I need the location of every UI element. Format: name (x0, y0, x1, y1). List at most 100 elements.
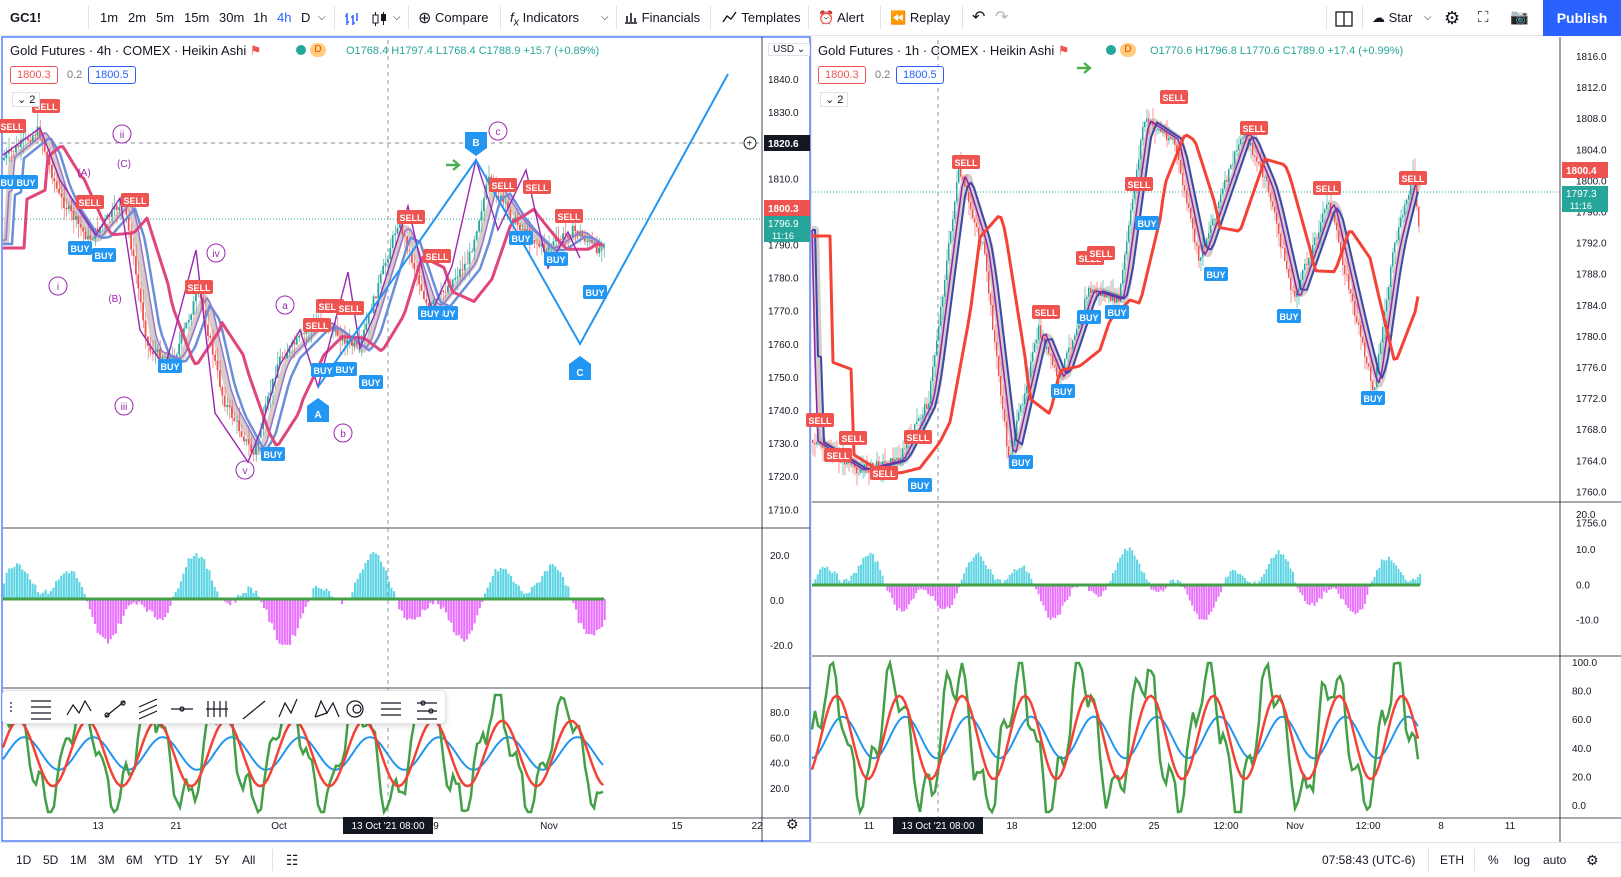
currency-selector[interactable]: USD ⌄ (768, 43, 811, 56)
candle-body (1194, 228, 1196, 243)
undo-icon[interactable]: ↶ (972, 9, 986, 26)
indicators-button[interactable]: fx Indicators (510, 0, 579, 36)
chevron-down-icon[interactable]: ⌵ (601, 12, 609, 23)
candles-icon[interactable] (371, 0, 389, 36)
histogram-bar (572, 599, 575, 603)
histogram-bar (1275, 554, 1278, 585)
redo-icon[interactable]: ↷ (995, 9, 1009, 26)
left-indicator-count[interactable]: ⌄ 2 (12, 92, 41, 107)
chevron-down-icon[interactable]: ⌵ (318, 12, 326, 23)
candle-body (826, 443, 828, 448)
fullscreen-icon[interactable]: ⛶ (1478, 9, 1489, 26)
clock-time[interactable]: 07:58:43 (UTC-6) (1322, 853, 1416, 867)
range-5y[interactable]: 5Y (215, 853, 230, 867)
left-bid[interactable]: 1800.3 (10, 66, 58, 84)
histogram-bar (429, 599, 432, 603)
candle-body (1182, 173, 1184, 186)
chevron-down-icon[interactable]: ⌵ (393, 12, 401, 23)
candle-body (1064, 358, 1066, 373)
financials-button[interactable]: Financials (624, 0, 700, 36)
interval-5m[interactable]: 5m (156, 10, 175, 25)
gear-icon[interactable]: ⚙ (1444, 8, 1461, 28)
auto-toggle[interactable]: auto (1543, 853, 1567, 867)
candle-body (1242, 137, 1244, 139)
histogram-bar (1229, 571, 1232, 585)
interval-d[interactable]: D (301, 10, 311, 25)
interval-1m[interactable]: 1m (100, 10, 119, 25)
candle-body (480, 211, 483, 221)
histogram-bar (1215, 585, 1218, 602)
histogram-bar (8, 568, 11, 599)
histogram-bar (977, 552, 980, 585)
log-toggle[interactable]: log (1514, 853, 1531, 867)
candle-body (1386, 300, 1388, 312)
candle-body (1410, 184, 1412, 195)
right-ask[interactable]: 1800.5 (896, 66, 944, 84)
candle-body (571, 225, 574, 237)
layout-icon[interactable] (1335, 0, 1353, 36)
right-signal-sell (824, 448, 852, 462)
histogram-bar (42, 592, 45, 599)
market-open-icon (1106, 45, 1116, 55)
candle-body (17, 145, 20, 147)
candle-body (950, 231, 952, 244)
left-stoch-signal (2, 736, 604, 771)
histogram-bar (413, 599, 416, 620)
candle-body (1158, 129, 1160, 131)
interval-1h[interactable]: 1h (253, 10, 268, 25)
range-ytd[interactable]: YTD (154, 853, 178, 867)
histogram-bar (91, 599, 94, 618)
histogram-bar (855, 572, 858, 585)
candle-body (918, 417, 920, 422)
range-5d[interactable]: 5D (43, 853, 59, 867)
camera-icon[interactable]: 📷 (1510, 9, 1529, 26)
candle-body (1184, 185, 1186, 191)
templates-button[interactable]: Templates (722, 0, 801, 36)
range-6m[interactable]: 6M (126, 853, 143, 867)
histogram-bar (307, 599, 310, 603)
candle-body (958, 165, 960, 183)
candle-body (562, 233, 564, 240)
histogram-bar (151, 599, 154, 612)
histogram-bar (62, 573, 65, 599)
right-bid[interactable]: 1800.3 (818, 66, 866, 84)
alert-button[interactable]: ⏰ Alert (818, 0, 864, 36)
percent-toggle[interactable]: % (1488, 853, 1499, 867)
range-1d[interactable]: 1D (16, 853, 32, 867)
interval-2m[interactable]: 2m (128, 10, 147, 25)
range-3m[interactable]: 3M (98, 853, 115, 867)
candle-body (163, 356, 166, 358)
right-time-tick: 18 (1006, 821, 1018, 832)
range-1m[interactable]: 1M (70, 853, 87, 867)
replay-button[interactable]: ⏪ Replay (890, 0, 950, 36)
interval-15m[interactable]: 15m (184, 10, 210, 25)
right-signal-text: SELL (1127, 180, 1151, 190)
bar-style-icon[interactable] (344, 0, 360, 36)
settings-icon[interactable]: ⚙ (1586, 852, 1599, 868)
candle-body (447, 285, 449, 293)
symbol-search[interactable]: GC1! (10, 10, 42, 25)
chart-area[interactable]: 1840.01830.01820.01810.01800.01790.01780… (0, 36, 1621, 842)
compare-button[interactable]: ⊕ Compare (418, 0, 489, 36)
session-button[interactable]: ETH (1440, 853, 1464, 867)
candle-body (1192, 218, 1194, 229)
publish-button[interactable]: Publish (1543, 0, 1621, 36)
left-ask[interactable]: 1800.5 (88, 66, 136, 84)
interval-30m[interactable]: 30m (219, 10, 245, 25)
candle-body (135, 256, 137, 275)
range-1y[interactable]: 1Y (188, 853, 203, 867)
candle-body (1190, 207, 1192, 219)
right-indicator-count[interactable]: ⌄ 2 (820, 92, 849, 107)
histogram-bar (26, 573, 29, 599)
histogram-bar (36, 592, 39, 599)
histogram-bar (432, 599, 435, 605)
right-price-tick: 1768.0 (1576, 425, 1607, 436)
left-signal-sell (303, 318, 331, 332)
range-all[interactable]: All (242, 853, 256, 867)
histogram-bar (455, 599, 458, 636)
date-range-icon[interactable]: ☷ (286, 852, 299, 868)
candle-body (970, 202, 972, 210)
chevron-down-icon[interactable]: ⌵ (1424, 12, 1432, 23)
layout-name-button[interactable]: ☁ Star (1372, 0, 1412, 36)
interval-4h[interactable]: 4h (277, 10, 292, 25)
